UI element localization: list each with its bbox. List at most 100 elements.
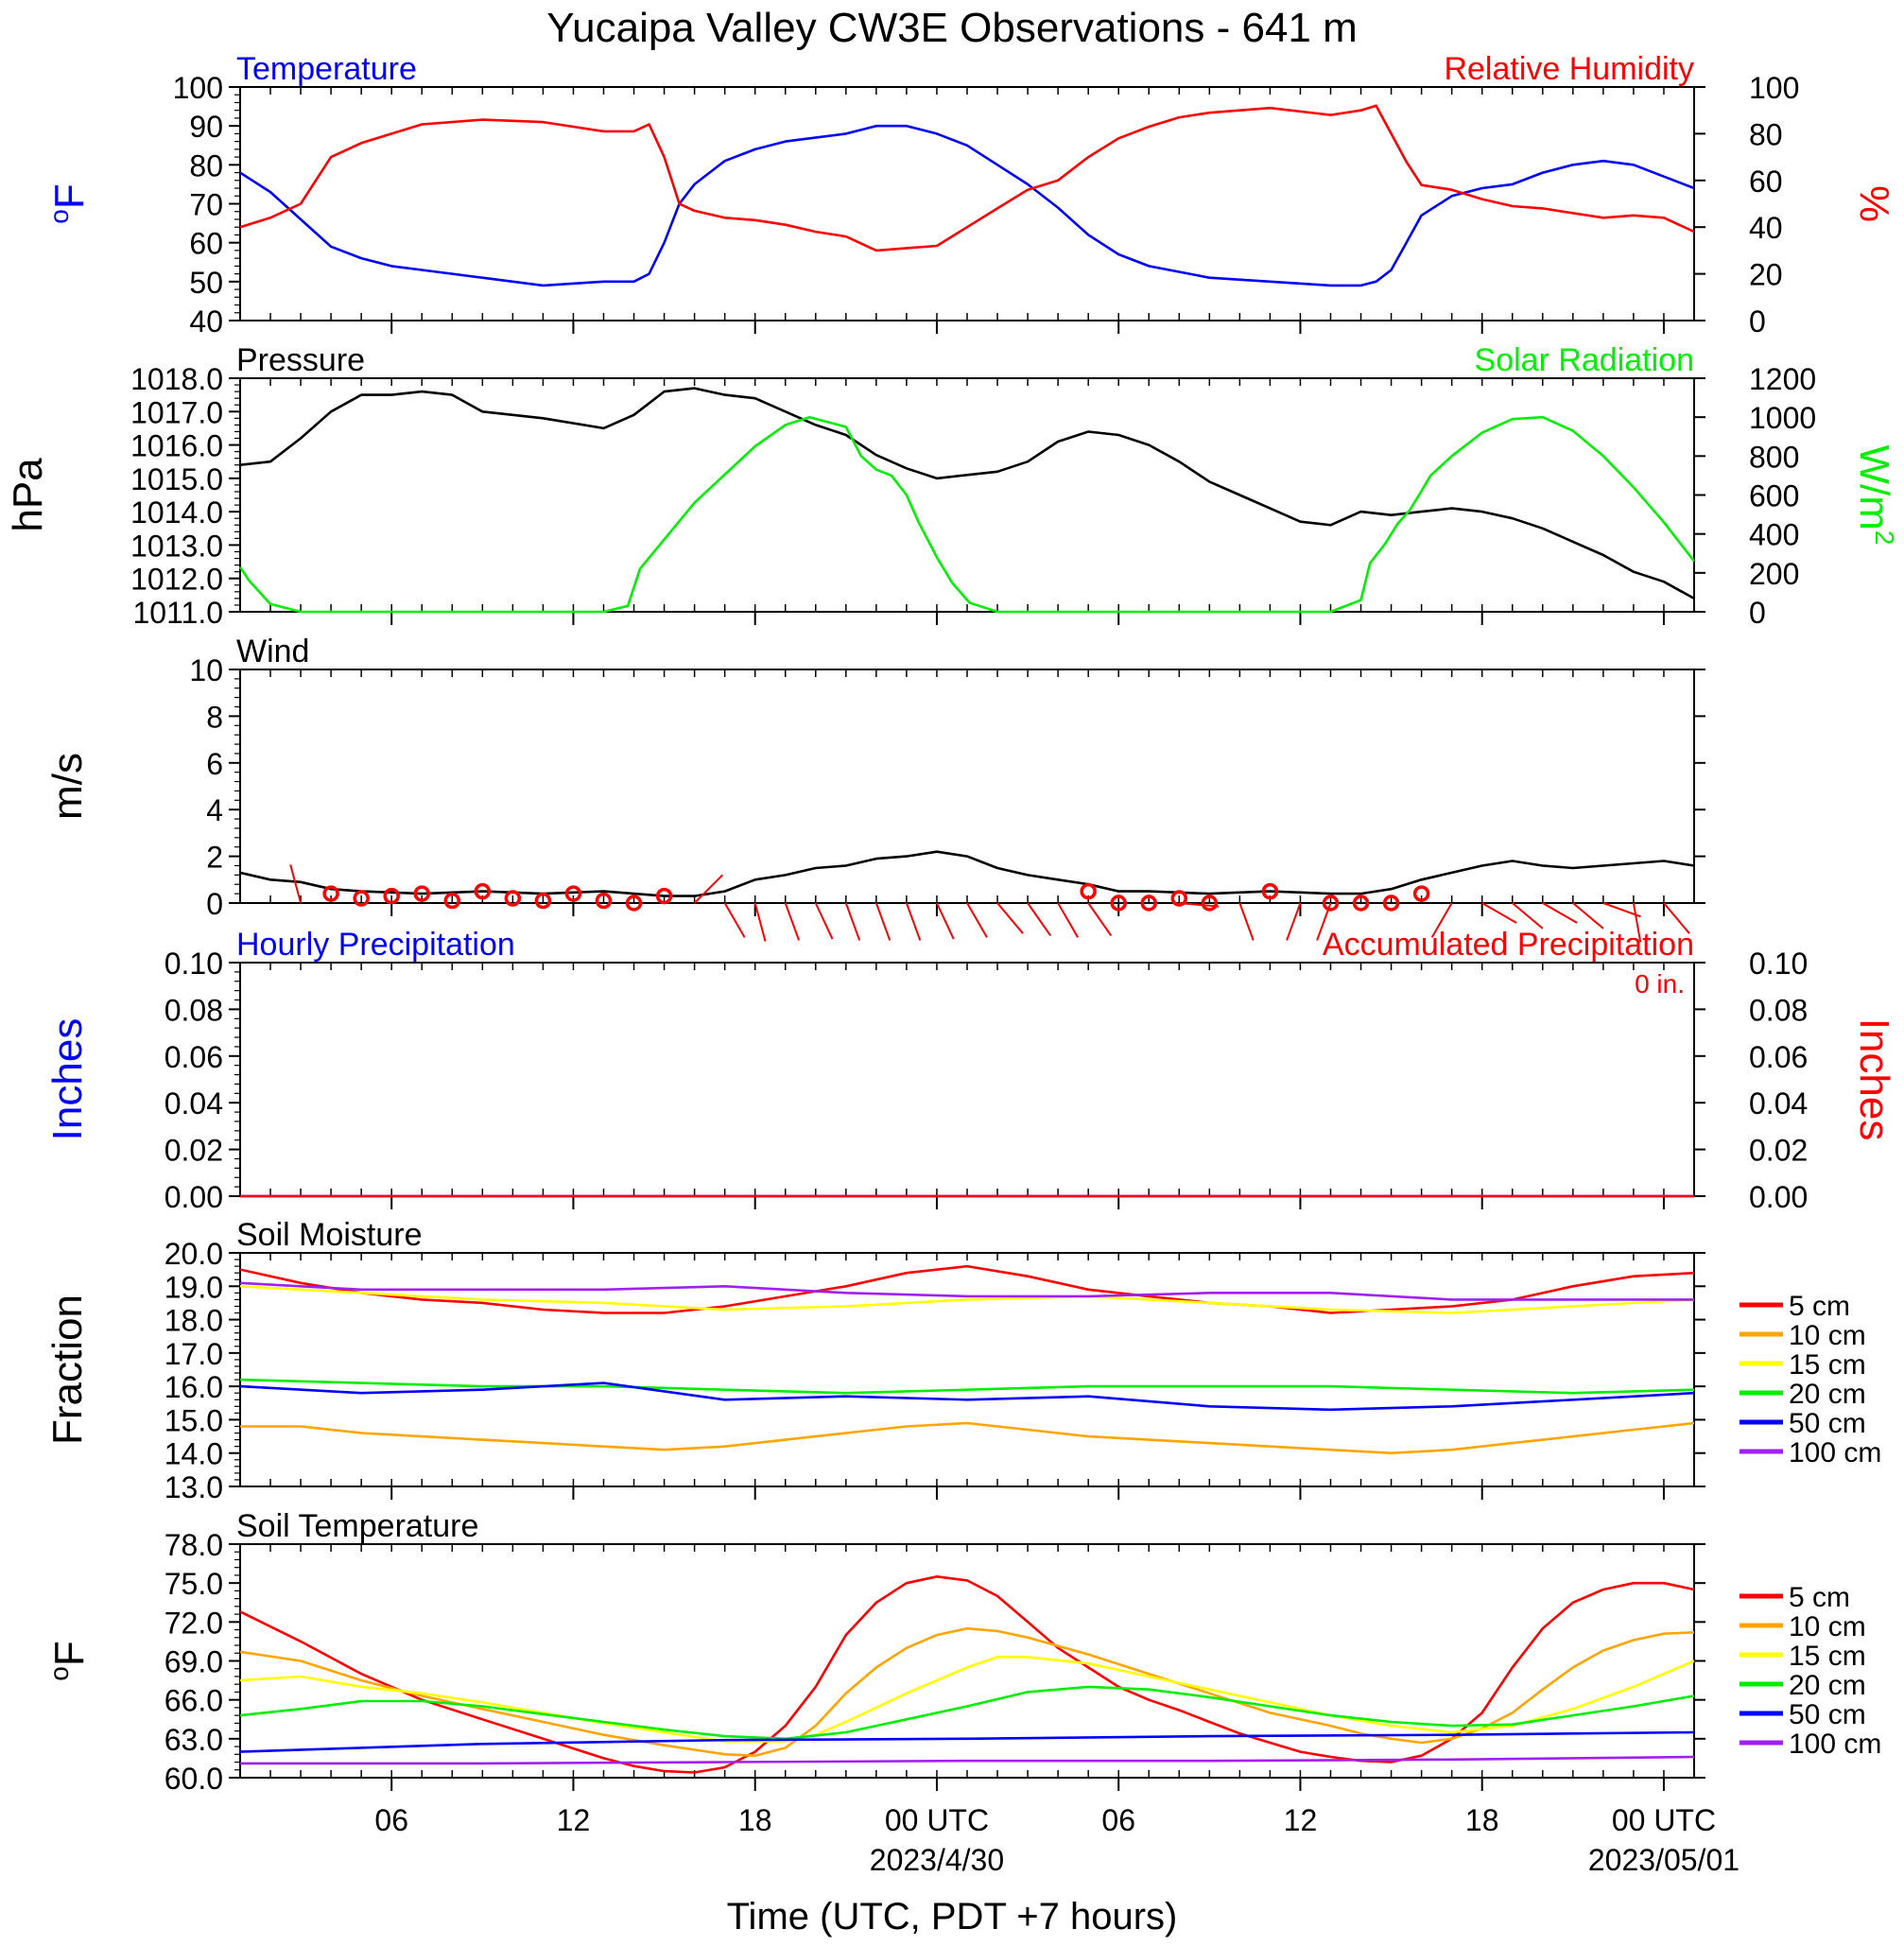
chart-title: Yucaipa Valley CW3E Observations - 641 m [546,5,1358,51]
legend-label: 10 cm [1789,1611,1866,1642]
y-left-tick-label: 40 [189,304,223,339]
wind-direction-stick [1087,902,1113,936]
legend-label: 20 cm [1789,1670,1866,1701]
y-left-tick-label: 0 [206,887,223,921]
calm-wind-marker [534,892,552,910]
y-left-tick-label: 1011.0 [133,596,224,630]
wind-direction-stick [936,902,955,940]
calm-wind-marker [1382,895,1400,912]
x-date-label: 2023/05/01 [1588,1843,1740,1877]
y-right-tick-label: 0.08 [1749,993,1808,1027]
calm-wind-marker [1261,882,1279,900]
y-left-axis-label: hPa [5,458,51,532]
y-left-tick-label: 0.00 [164,1180,223,1214]
x-tick-label: 12 [1284,1803,1318,1837]
panel-right-title: Relative Humidity [1444,51,1694,87]
y-left-tick-label: 1013.0 [130,529,223,563]
legend-label: 20 cm [1789,1379,1866,1410]
y-left-tick-label: 19.0 [164,1270,223,1304]
x-tick-label: 18 [738,1803,772,1837]
panel-soil-moisture: 13.014.015.016.017.018.019.020.0 Soil Moi… [44,1217,1881,1504]
series-line-15-cm [239,1285,1695,1314]
series-line-100-cm [239,1281,1694,1301]
y-left-tick-label: 18.0 [164,1304,223,1338]
wind-direction-stick [1481,902,1517,924]
series-line-5-cm [239,1264,1695,1314]
y-left-tick-label: 20.0 [164,1237,223,1271]
y-left-tick-label: 90 [189,110,223,144]
wind-direction-stick [814,902,834,940]
calm-wind-marker [625,895,643,912]
y-right-axis-label: W/m2 [1851,445,1899,546]
legend-label: 5 cm [1789,1291,1850,1322]
y-right-tick-label: 100 [1749,71,1799,105]
wind-direction-stick [874,902,891,941]
y-right-tick-label: 800 [1749,440,1799,474]
y-left-tick-label: 2 [206,841,223,875]
series-line-pressure [239,387,1695,600]
calm-wind-marker [383,887,400,905]
y-left-tick-label: 16.0 [164,1370,223,1404]
y-right-tick-label: 0 [1749,596,1766,630]
series-line-relative-humidity [239,104,1695,252]
wind-direction-stick [1027,902,1051,936]
unit-exponent: 2 [1870,530,1899,546]
series-line-wind [239,850,1695,897]
plot-frame [239,1543,1695,1779]
y-left-tick-label: 0.02 [164,1134,223,1168]
y-left-tick-label: 1017.0 [130,395,223,429]
y-right-tick-label: 0.00 [1749,1180,1808,1214]
wind-direction-stick [1286,902,1302,941]
unit-letter: F [46,1641,93,1666]
y-right-tick-label: 80 [1749,117,1783,151]
panel-precipitation: 0.00 0.02 0.04 0.06 0.08 0.10 0.00 0.02 0.04 0.06… [44,927,1897,1214]
wind-direction-stick [753,902,767,942]
panel-left-title: Wind [236,634,309,669]
calm-wind-marker [504,890,522,907]
y-right-tick-label: 400 [1749,518,1799,552]
calm-wind-marker [1201,895,1219,912]
calm-wind-marker [1352,895,1370,912]
wind-direction-stick [1057,902,1079,938]
wind-direction-stick [1512,902,1544,930]
wind-direction-stick [966,902,988,938]
calm-wind-marker [595,892,613,910]
legend-label: 100 cm [1789,1437,1881,1468]
y-left-tick-label: 1018.0 [130,362,223,396]
calm-wind-marker [474,882,492,900]
y-right-tick-label: 1200 [1749,362,1816,396]
series-line-5-cm [239,1575,1695,1774]
x-tick-label: 06 [1101,1803,1135,1837]
calm-wind-marker [1170,890,1188,907]
calm-wind-marker [1140,895,1157,912]
y-left-tick-label: 100 [173,71,223,105]
legend-label: 5 cm [1789,1582,1850,1613]
y-left-tick-label: 13.0 [164,1470,223,1504]
series-line-20-cm [239,1378,1695,1395]
calm-wind-marker [1412,885,1430,902]
y-left-tick-label: 14.0 [164,1437,223,1471]
wind-direction-stick [1316,902,1332,941]
wind-direction-stick [1572,902,1604,930]
x-axis-title: Time (UTC, PDT +7 hours) [727,1896,1178,1937]
wind-direction-stick [905,902,922,941]
y-left-tick-label: 63.0 [164,1723,223,1757]
y-left-tick-label: 75.0 [164,1567,223,1601]
y-right-tick-label: 0.02 [1749,1134,1808,1168]
y-left-tick-label: 72.0 [164,1606,223,1640]
y-right-axis-label: Inches [1851,1018,1897,1141]
x-tick-label: 18 [1465,1803,1499,1837]
degree-mark: o [44,209,74,224]
calm-wind-marker [322,885,339,902]
series-line-15-cm [239,1656,1695,1743]
calm-wind-marker [443,892,461,910]
y-left-tick-label: 0.10 [164,947,223,981]
legend-label: 15 cm [1789,1349,1866,1381]
wind-direction-stick [996,902,1024,934]
y-left-axis-label: oF [44,1641,93,1680]
series-line-10-cm [240,1421,1695,1454]
series-line-50-cm [239,1381,1695,1412]
y-left-tick-label: 10 [189,653,223,687]
